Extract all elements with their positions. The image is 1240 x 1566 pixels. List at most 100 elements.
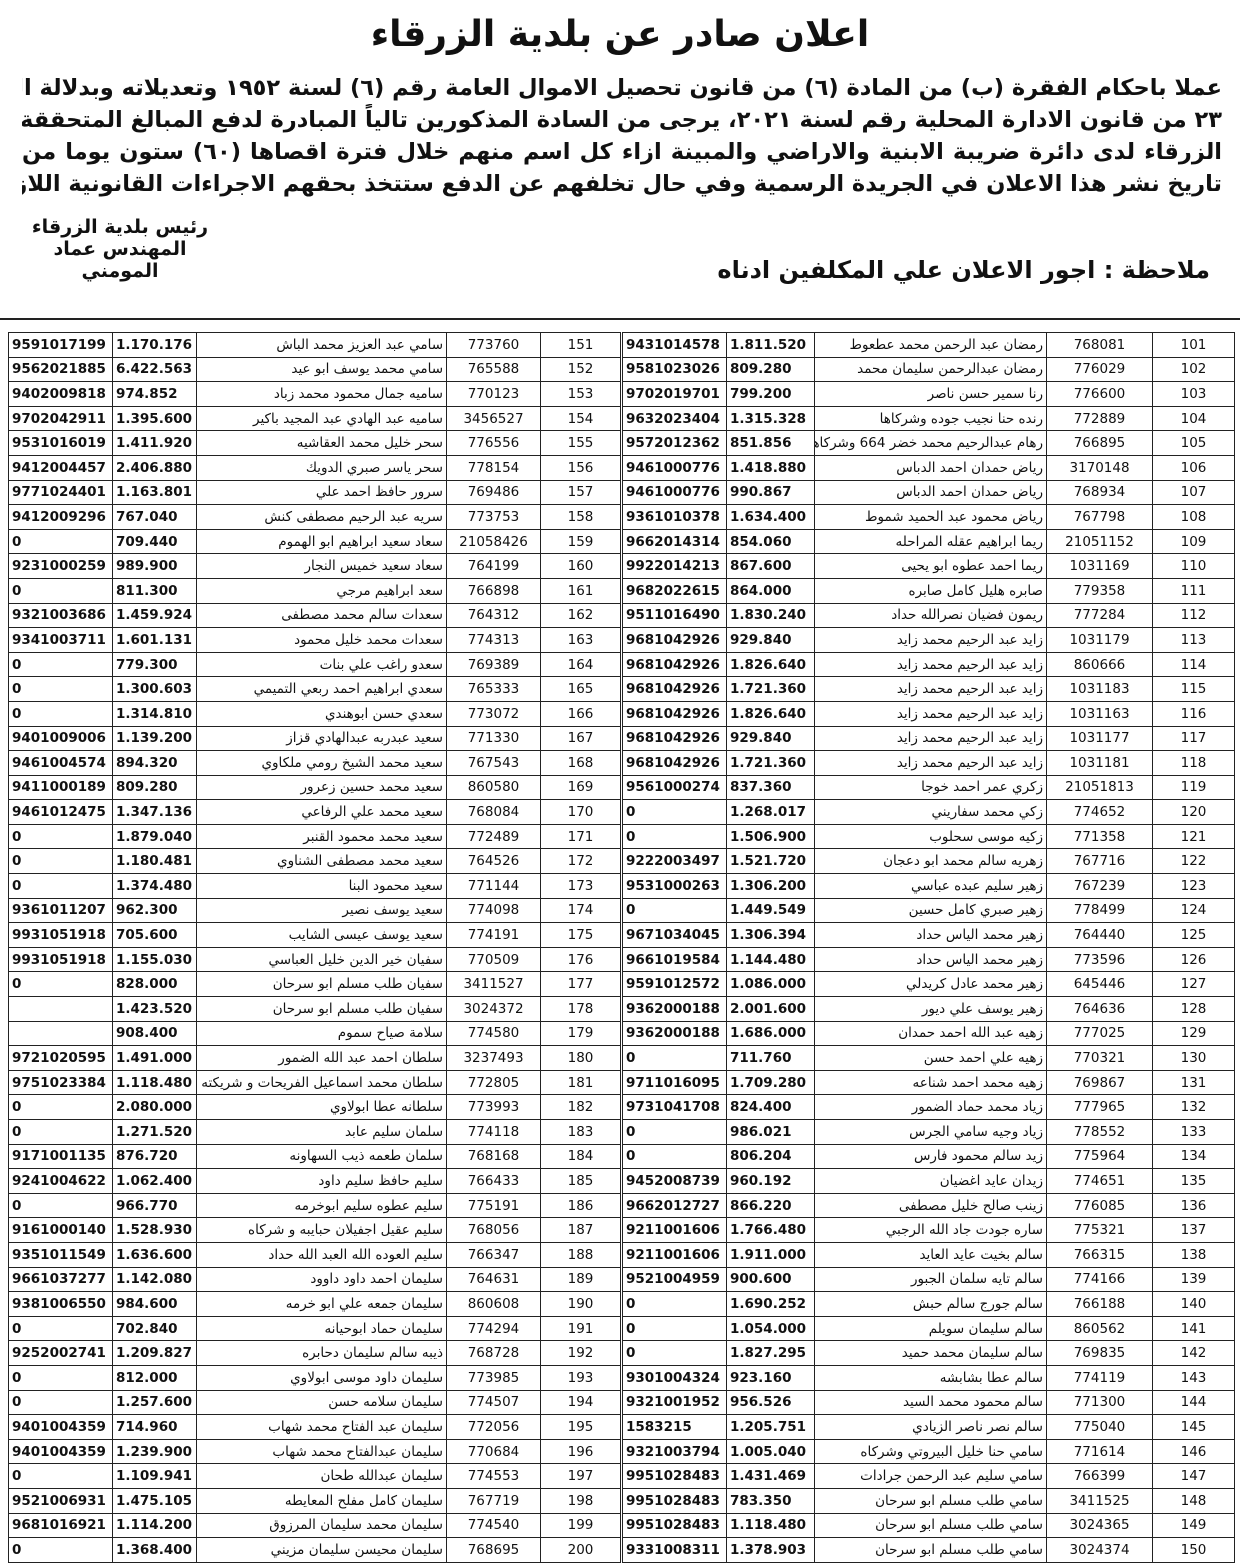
- taxpayer-name: سامي عبد العزيز محمد الباش: [196, 332, 447, 358]
- taxpayer-name: رياض حمدان احمد الدباس: [814, 454, 1047, 481]
- amount: 705.600: [112, 922, 197, 948]
- amount: 1.170.176: [112, 332, 197, 358]
- row-number: 142: [1152, 1340, 1235, 1366]
- subscriber-code: 1031169: [1046, 553, 1153, 579]
- taxpayer-name: سالم تايه سلمان الجبور: [814, 1266, 1047, 1293]
- row-number: 132: [1152, 1094, 1235, 1120]
- amount: 929.840: [726, 725, 815, 752]
- subscriber-code: 770123: [446, 381, 541, 407]
- taxpayer-name: سليمان محيسن سليمان مزيني: [196, 1537, 447, 1563]
- account-number: 9661019584: [622, 946, 727, 973]
- row-number: 147: [1152, 1463, 1235, 1489]
- table-row: 105 766895 رهام عبدالرحيم محمد خضر 664 وشر…: [622, 430, 1235, 456]
- row-number: 124: [1152, 897, 1235, 924]
- subscriber-code: 3411525: [1046, 1487, 1153, 1514]
- amount: 962.300: [112, 897, 197, 924]
- row-number: 151: [540, 332, 621, 358]
- account-number: 0: [8, 823, 113, 850]
- table-row: 177 3411527 سفيان طلب مسلم ابو سرحان 828.00…: [8, 971, 621, 998]
- account-number: 9681042926: [622, 750, 727, 776]
- taxpayer-name: سعدات سالم محمد مصطفى: [196, 602, 447, 629]
- amount: 2.406.880: [112, 454, 197, 481]
- amount: 837.360: [726, 774, 815, 801]
- subscriber-code: 645446: [1046, 971, 1153, 998]
- subscriber-code: 860608: [446, 1291, 541, 1317]
- account-number: 9351011549: [8, 1241, 113, 1268]
- account-number: 9461000776: [622, 454, 727, 481]
- row-number: 180: [540, 1045, 621, 1071]
- table-row: 158 773753 سريه عبد الرحيم مصطفى كنش 767.04…: [8, 504, 621, 530]
- amount: 990.867: [726, 479, 815, 506]
- row-number: 101: [1152, 332, 1235, 358]
- subscriber-code: 769486: [446, 479, 541, 506]
- amount: 1.636.600: [112, 1241, 197, 1268]
- amount: 1.395.600: [112, 405, 197, 432]
- amount: 1.005.040: [726, 1438, 815, 1465]
- subscriber-code: 770321: [1046, 1045, 1153, 1071]
- account-number: 0: [622, 799, 727, 825]
- account-number: 9521006931: [8, 1487, 113, 1514]
- table-row: 189 764631 سليمان احمد داود داوود 1.142.080…: [8, 1266, 621, 1293]
- amount: 824.400: [726, 1094, 815, 1120]
- table-row: 197 774553 سليمان عبدالله طحان 1.109.941 0: [8, 1463, 621, 1489]
- account-number: 0: [8, 651, 113, 678]
- amount: 1.347.136: [112, 799, 197, 825]
- taxpayer-name: زهير صبري كامل حسين: [814, 897, 1047, 924]
- taxpayer-name: سعيد محمد مصطفى الشناوي: [196, 848, 447, 875]
- account-number: 9362000188: [622, 1020, 727, 1047]
- taxpayer-name: رنا سمير حسن ناصر: [814, 381, 1047, 407]
- table-row: 104 772889 رنده حنا نجيب جوده وشركاها 1.315…: [622, 405, 1235, 432]
- account-number: 0: [8, 1389, 113, 1416]
- amount: 974.852: [112, 381, 197, 407]
- note: ملاحظة : اجور الاعلان علي المكلفين ادناه: [717, 256, 1210, 284]
- table-row: 109 21051152 ريما ابراهيم عقله المراحله 854…: [622, 528, 1235, 555]
- table-row: 141 860562 سالم سليمان سويلم 1.054.000 0: [622, 1315, 1235, 1342]
- taxpayer-name: ريما ابراهيم عقله المراحله: [814, 528, 1047, 555]
- taxpayer-name: سعيد محمد حسين زعرور: [196, 774, 447, 801]
- table-row: 102 776029 رمضان عبدالرحمن سليمان محمد 809.…: [622, 356, 1235, 383]
- taxpayer-name: سعيد يوسف عيسى الشايب: [196, 922, 447, 948]
- account-number: 9771024401: [8, 479, 113, 506]
- amount: 1.378.903: [726, 1537, 815, 1563]
- account-number: 9581023026: [622, 356, 727, 383]
- amount: 1.690.252: [726, 1291, 815, 1317]
- taxpayer-name: سالم محمود محمد السيد: [814, 1389, 1047, 1416]
- subscriber-code: 771358: [1046, 823, 1153, 850]
- row-number: 106: [1152, 454, 1235, 481]
- taxpayer-name: سعدي حسن ابوهندي: [196, 700, 447, 727]
- amount: 1.475.105: [112, 1487, 197, 1514]
- table-row: 154 3456527 ساميه عبد الهادي عبد المجيد با…: [8, 405, 621, 432]
- amount: 1.139.200: [112, 725, 197, 752]
- subscriber-code: 767543: [446, 750, 541, 776]
- subscriber-code: 21051813: [1046, 774, 1153, 801]
- row-number: 109: [1152, 528, 1235, 555]
- taxpayer-name: زكيه موسى سحلوب: [814, 823, 1047, 850]
- taxpayer-name: سامي محمد يوسف ابو عيد: [196, 356, 447, 383]
- account-number: 9461000776: [622, 479, 727, 506]
- account-number: 9361011207: [8, 897, 113, 924]
- account-number: 9461004574: [8, 750, 113, 776]
- table-row: 163 774313 سعدات محمد خليل محمود 1.601.131 9…: [8, 627, 621, 653]
- subscriber-code: 3411527: [446, 971, 541, 998]
- taxpayer-name: زايد عبد الرحيم محمد زايد: [814, 627, 1047, 653]
- taxpayer-name: رهام عبدالرحيم محمد خضر 664 وشركاها: [814, 430, 1047, 456]
- amount: 894.320: [112, 750, 197, 776]
- table-row: 118 1031181 زايد عبد الرحيم محمد زايد 1.721…: [622, 750, 1235, 776]
- amount: 1.118.480: [112, 1069, 197, 1096]
- subscriber-code: 764526: [446, 848, 541, 875]
- row-number: 200: [540, 1537, 621, 1563]
- subscriber-code: 769835: [1046, 1340, 1153, 1366]
- amount: 1.257.600: [112, 1389, 197, 1416]
- row-number: 128: [1152, 996, 1235, 1022]
- account-number: 9951028483: [622, 1512, 727, 1539]
- table-row: 140 766188 سالم جورج سالم حبش 1.690.252 0: [622, 1291, 1235, 1317]
- subscriber-code: 766433: [446, 1168, 541, 1194]
- table-row: 123 767239 زهير سليم عبده عباسي 1.306.200 95…: [622, 873, 1235, 899]
- table-row: 101 768081 رمضان عبد الرحمن محمد عطعوط 1.81…: [622, 332, 1235, 358]
- row-number: 191: [540, 1315, 621, 1342]
- row-number: 127: [1152, 971, 1235, 998]
- row-number: 183: [540, 1119, 621, 1145]
- amount: 702.840: [112, 1315, 197, 1342]
- table-row: 161 766898 سعد ابراهيم مرجي 811.300 0: [8, 577, 621, 604]
- table-row: 112 777284 ريمون فضيان نصرالله حداد 1.830.2…: [622, 602, 1235, 629]
